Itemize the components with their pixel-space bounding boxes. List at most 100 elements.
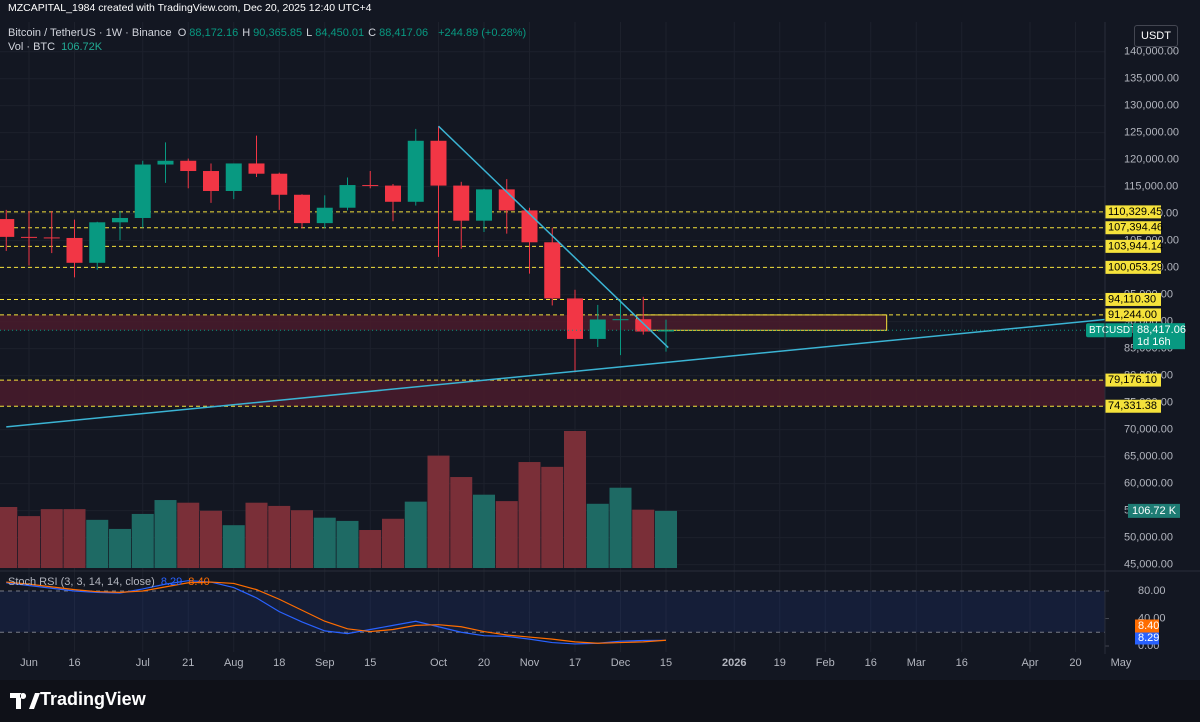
candle-body bbox=[248, 163, 265, 174]
candle-body bbox=[21, 236, 37, 238]
x-tick-label: 16 bbox=[956, 657, 968, 669]
volume-bar bbox=[313, 517, 336, 568]
x-tick-label: Nov bbox=[520, 657, 540, 669]
volume-bar bbox=[336, 520, 359, 568]
volume-bar bbox=[177, 502, 200, 568]
x-tick-label: 16 bbox=[865, 657, 877, 669]
candle-body bbox=[271, 173, 288, 195]
stoch-tick-label: 80.00 bbox=[1138, 585, 1166, 597]
volume-value: 106.72K bbox=[61, 41, 103, 53]
candle-body bbox=[112, 217, 128, 223]
stoch-value-label: 8.40 bbox=[1138, 620, 1159, 632]
x-tick-label: 18 bbox=[273, 657, 285, 669]
x-tick-label: 17 bbox=[569, 657, 581, 669]
volume-bar bbox=[40, 509, 63, 568]
volume-legend: Vol · BTC 106.72K bbox=[8, 41, 105, 53]
ohlc-value: 90,365.85 bbox=[253, 27, 303, 39]
candle-body bbox=[430, 140, 447, 186]
volume-bar bbox=[427, 455, 450, 568]
change: +244.89 (+0.28%) bbox=[438, 27, 527, 39]
x-tick-label: Feb bbox=[816, 657, 835, 669]
y-tick-label: 120,000.00 bbox=[1124, 154, 1179, 166]
volume-bar bbox=[245, 502, 268, 568]
candle-body bbox=[521, 210, 538, 243]
y-tick-label: 70,000.00 bbox=[1124, 424, 1173, 436]
level-label: 100,053.29 bbox=[1108, 261, 1163, 273]
candle-body bbox=[658, 330, 674, 332]
volume-bar bbox=[131, 513, 154, 568]
ohlc-value: 84,450.01 bbox=[315, 27, 365, 39]
volume-bar bbox=[200, 510, 222, 568]
level-label: 91,244.00 bbox=[1108, 309, 1157, 321]
trendline bbox=[6, 318, 1105, 428]
x-tick-label: 15 bbox=[660, 657, 672, 669]
brand: TradingView bbox=[40, 689, 146, 709]
price-label: 88,417.06 bbox=[1137, 324, 1186, 336]
volume-bar bbox=[518, 462, 541, 568]
volume-bar bbox=[495, 501, 518, 568]
candle-body bbox=[453, 185, 470, 221]
level-label: 79,176.10 bbox=[1108, 374, 1157, 386]
currency-button[interactable]: USDT bbox=[1134, 25, 1178, 47]
level-label: 110,329.45 bbox=[1108, 206, 1162, 218]
level-tag bbox=[1105, 292, 1161, 306]
x-tick-label: Jun bbox=[20, 657, 38, 669]
candle-body bbox=[157, 160, 174, 165]
candle-body bbox=[225, 163, 242, 191]
volume-bar bbox=[86, 519, 109, 568]
volume-bar bbox=[473, 494, 495, 568]
level-label: 103,944.14 bbox=[1108, 240, 1163, 252]
candle-body bbox=[43, 237, 60, 239]
ohlc-key: H bbox=[242, 27, 251, 39]
stoch-k: 8.29 bbox=[160, 576, 183, 588]
volume-bar bbox=[404, 501, 427, 568]
x-tick-label: Aug bbox=[224, 657, 244, 669]
volume-title: Vol · BTC bbox=[8, 41, 56, 53]
volume-bar bbox=[541, 466, 564, 568]
candle-body bbox=[476, 189, 492, 221]
volume-bar bbox=[655, 510, 677, 568]
ohlc-key: L bbox=[306, 27, 313, 39]
volume-tag bbox=[1128, 503, 1180, 518]
level-tag bbox=[1105, 373, 1161, 387]
stoch-line bbox=[6, 581, 667, 644]
y-tick-label: 50,000.00 bbox=[1124, 532, 1173, 544]
candle-body bbox=[316, 207, 333, 224]
candle-body bbox=[544, 242, 561, 299]
volume-bar bbox=[222, 525, 245, 568]
symbol-bar: Bitcoin / TetherUS · 1W · Binance O 88,17… bbox=[8, 27, 529, 39]
volume-bar bbox=[359, 530, 382, 568]
level-label: 74,331.38 bbox=[1108, 400, 1157, 412]
volume-bar bbox=[564, 431, 586, 568]
x-tick-label: Apr bbox=[1021, 657, 1038, 669]
x-tick-label: Oct bbox=[430, 657, 447, 669]
volume-bar bbox=[0, 506, 18, 568]
volume-bar bbox=[268, 505, 291, 568]
stoch-band bbox=[0, 590, 1105, 633]
y-tick-label: 135,000.00 bbox=[1124, 73, 1179, 85]
volume-bar bbox=[382, 518, 404, 568]
y-tick-label: 140,000.00 bbox=[1124, 46, 1179, 58]
trendline bbox=[437, 125, 669, 349]
volume-bar bbox=[63, 509, 86, 568]
candle-body bbox=[567, 298, 583, 339]
credit: MZCAPITAL_1984 created with TradingView.… bbox=[8, 2, 372, 14]
level-tag bbox=[1105, 308, 1161, 322]
ohlc-value: 88,417.06 bbox=[379, 27, 429, 39]
stoch-d: 8.40 bbox=[188, 576, 210, 588]
candle-body bbox=[89, 222, 106, 263]
zone bbox=[0, 314, 887, 331]
candle-body bbox=[134, 164, 151, 218]
x-tick-label: Mar bbox=[907, 657, 926, 669]
candle-body bbox=[635, 319, 652, 332]
ohlc-key: C bbox=[368, 27, 377, 39]
candle-body bbox=[203, 171, 219, 191]
x-tick-label: May bbox=[1111, 657, 1132, 669]
footer: TradingView bbox=[0, 680, 1200, 722]
level-tag bbox=[1105, 221, 1161, 235]
x-tick-label: 20 bbox=[478, 657, 490, 669]
candle-body bbox=[589, 319, 606, 339]
level-tag bbox=[1105, 205, 1161, 219]
ohlc-key: O bbox=[177, 27, 187, 39]
